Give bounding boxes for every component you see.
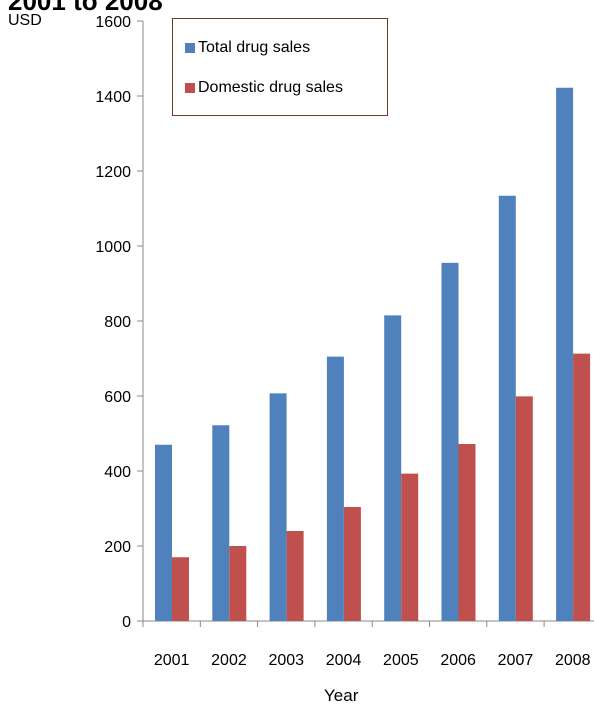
- y-unit-label: USD: [8, 12, 42, 29]
- bar-total-drug-sales: [556, 87, 574, 621]
- legend-item-total: Total drug sales: [185, 39, 310, 57]
- y-tick-label: 1600: [95, 14, 131, 31]
- x-tick-label: 2005: [383, 652, 419, 669]
- x-tick-label: 2004: [326, 652, 362, 669]
- bar-domestic-drug-sales: [286, 531, 304, 621]
- legend-swatch-total: [185, 43, 195, 53]
- legend-label-domestic: Domestic drug sales: [198, 79, 343, 96]
- bar-total-drug-sales: [269, 393, 287, 621]
- y-tick-label: 600: [104, 389, 131, 406]
- y-tick-label: 800: [104, 314, 131, 331]
- chart-title: 2001 to 2008: [8, 0, 163, 16]
- bar-total-drug-sales: [155, 444, 172, 621]
- y-tick-label: 1400: [95, 89, 131, 106]
- bar-domestic-drug-sales: [573, 353, 591, 621]
- bar-domestic-drug-sales: [343, 507, 361, 621]
- bar-domestic-drug-sales: [172, 557, 189, 621]
- bar-total-drug-sales: [441, 262, 459, 621]
- bar-domestic-drug-sales: [515, 396, 533, 621]
- y-tick-label: 0: [122, 614, 131, 631]
- y-tick-label: 400: [104, 464, 131, 481]
- legend-swatch-domestic: [185, 83, 195, 93]
- bar-domestic-drug-sales: [401, 473, 419, 621]
- legend-item-domestic: Domestic drug sales: [185, 79, 343, 97]
- bar-domestic-drug-sales: [229, 546, 247, 621]
- bar-total-drug-sales: [384, 315, 402, 621]
- x-tick-label: 2007: [498, 652, 534, 669]
- bar-total-drug-sales: [212, 425, 230, 621]
- legend-label-total: Total drug sales: [198, 39, 311, 56]
- bar-total-drug-sales: [326, 356, 344, 621]
- y-tick-label: 200: [104, 539, 131, 556]
- x-tick-label: 2002: [211, 652, 247, 669]
- y-tick-label: 1200: [95, 164, 131, 181]
- chart-legend: Total drug sales Domestic drug sales: [172, 18, 388, 116]
- x-tick-label: 2001: [154, 652, 190, 669]
- x-tick-label: 2006: [440, 652, 476, 669]
- bar-domestic-drug-sales: [458, 444, 476, 621]
- y-tick-label: 1000: [95, 239, 131, 256]
- bar-total-drug-sales: [498, 195, 516, 621]
- x-tick-label: 2008: [555, 652, 591, 669]
- x-tick-label: 2003: [268, 652, 304, 669]
- x-axis-title: Year: [324, 686, 359, 705]
